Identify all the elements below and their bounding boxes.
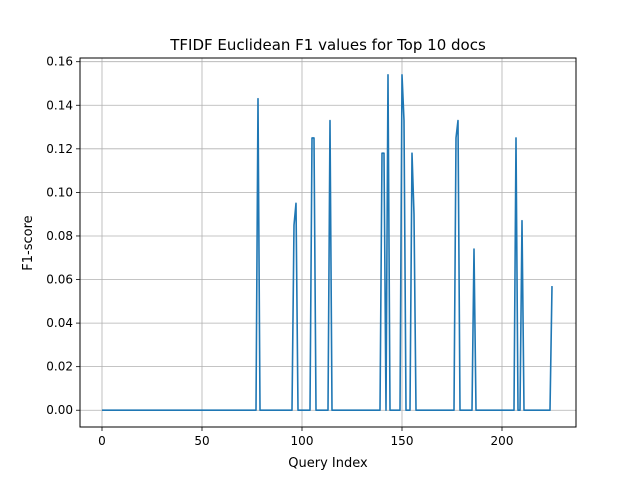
x-tick-label: 100 <box>291 434 314 448</box>
x-tick-label: 200 <box>491 434 514 448</box>
y-axis-label: F1-score <box>21 215 36 270</box>
y-tick-label: 0.10 <box>46 185 73 199</box>
y-tick-label: 0.02 <box>46 360 73 374</box>
x-tick-label: 0 <box>98 434 106 448</box>
y-tick-label: 0.00 <box>46 403 73 417</box>
series-line <box>102 73 553 412</box>
x-tick-label: 50 <box>194 434 209 448</box>
y-tick-label: 0.08 <box>46 229 73 243</box>
x-tick-label: 150 <box>391 434 414 448</box>
y-axis: 0.00 0.02 0.04 0.06 0.08 0.10 0.12 0.14 0.16 <box>46 55 80 417</box>
y-tick-label: 0.06 <box>46 273 73 287</box>
x-axis-label: Query Index <box>288 456 368 471</box>
y-tick-label: 0.16 <box>46 55 73 69</box>
plot-area <box>102 73 553 412</box>
y-tick-label: 0.14 <box>46 98 73 112</box>
x-axis: 0 50 100 150 200 <box>98 427 513 448</box>
y-tick-label: 0.12 <box>46 142 73 156</box>
chart-title: TFIDF Euclidean F1 values for Top 10 doc… <box>169 36 486 54</box>
y-tick-label: 0.04 <box>46 316 73 330</box>
axes-frame <box>79 57 577 428</box>
